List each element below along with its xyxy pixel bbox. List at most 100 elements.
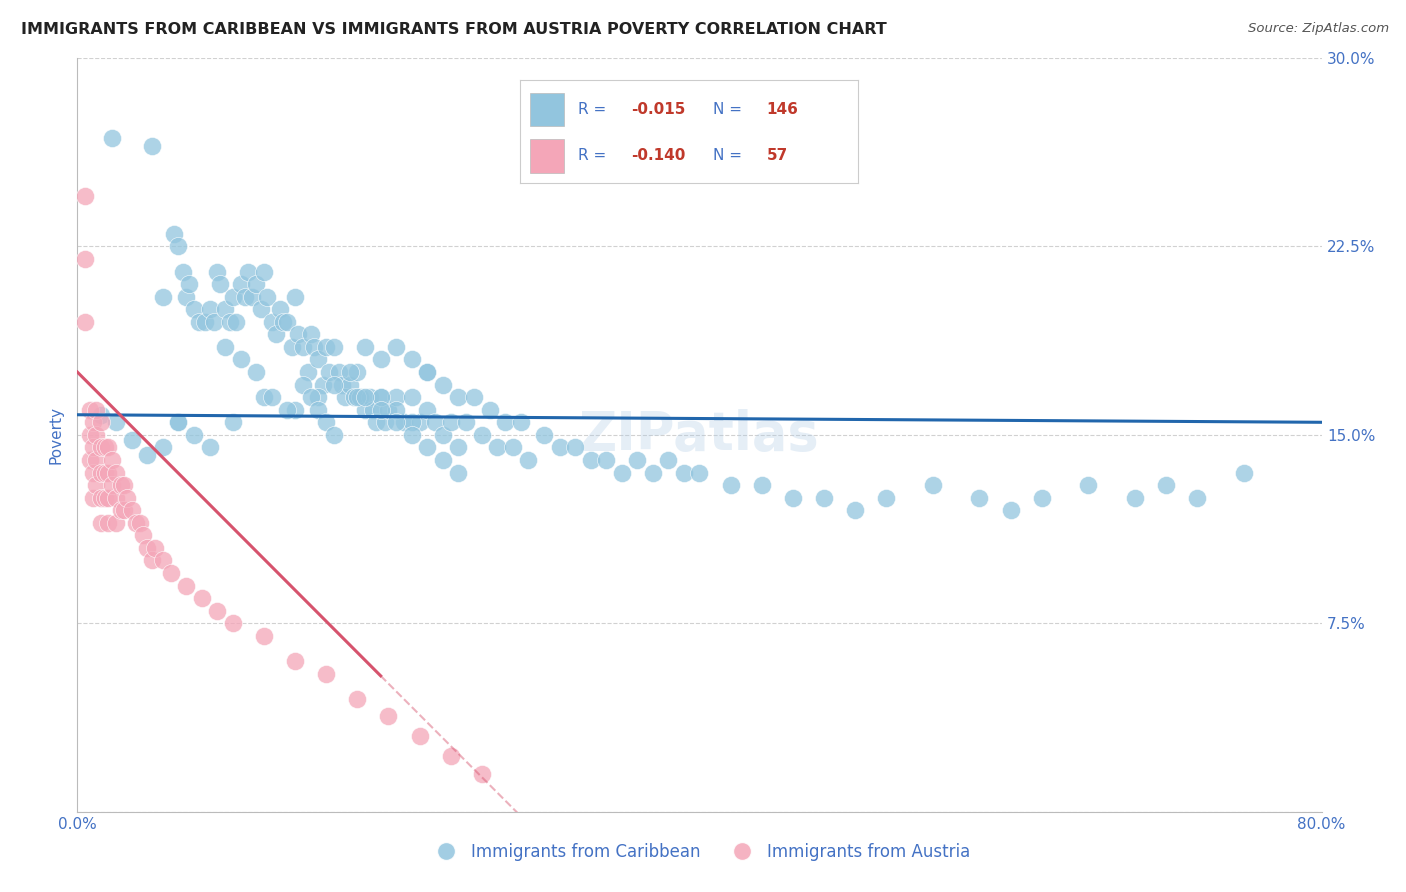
Point — [401, 428, 423, 442]
Point — [921, 478, 943, 492]
Point — [416, 441, 439, 455]
Point — [79, 402, 101, 417]
Point — [720, 478, 742, 492]
Point — [90, 491, 112, 505]
Point — [152, 290, 174, 304]
Point — [626, 453, 648, 467]
Point — [339, 377, 361, 392]
Point — [90, 516, 112, 530]
Point — [233, 290, 256, 304]
Point — [260, 390, 283, 404]
Point — [672, 466, 695, 480]
Point — [256, 290, 278, 304]
Point — [1031, 491, 1053, 505]
Point — [564, 441, 586, 455]
Point — [610, 466, 633, 480]
Point — [105, 415, 128, 429]
Point — [307, 402, 329, 417]
Point — [97, 466, 120, 480]
Point — [346, 691, 368, 706]
Point — [579, 453, 602, 467]
Point — [84, 453, 107, 467]
Point — [271, 315, 294, 329]
Point — [94, 466, 117, 480]
Point — [82, 441, 104, 455]
Point — [354, 402, 377, 417]
Point — [131, 528, 153, 542]
Point — [222, 616, 245, 631]
Point — [238, 264, 260, 278]
Point — [299, 390, 322, 404]
Point — [370, 402, 392, 417]
Point — [94, 491, 117, 505]
Point — [100, 453, 122, 467]
Bar — [530, 93, 564, 127]
Text: 146: 146 — [766, 102, 799, 117]
Point — [333, 390, 356, 404]
Point — [401, 352, 423, 367]
Point — [813, 491, 835, 505]
Point — [75, 189, 97, 203]
Point — [174, 290, 197, 304]
Point — [202, 315, 225, 329]
Point — [385, 415, 408, 429]
Point — [595, 453, 617, 467]
Point — [112, 503, 135, 517]
Point — [191, 591, 214, 606]
Point — [84, 402, 107, 417]
Point — [370, 390, 392, 404]
Point — [486, 441, 509, 455]
Point — [253, 629, 276, 643]
Text: N =: N = — [713, 148, 747, 162]
Point — [875, 491, 897, 505]
Point — [1187, 491, 1209, 505]
Point — [312, 377, 335, 392]
Point — [79, 428, 101, 442]
Point — [447, 390, 470, 404]
Point — [423, 415, 446, 429]
Point — [110, 503, 132, 517]
Point — [1154, 478, 1177, 492]
Point — [447, 466, 470, 480]
Point — [207, 264, 229, 278]
Point — [782, 491, 804, 505]
Point — [463, 390, 485, 404]
Text: IMMIGRANTS FROM CARIBBEAN VS IMMIGRANTS FROM AUSTRIA POVERTY CORRELATION CHART: IMMIGRANTS FROM CARIBBEAN VS IMMIGRANTS … — [21, 22, 887, 37]
Point — [359, 390, 381, 404]
Point — [90, 408, 112, 422]
Point — [339, 365, 361, 379]
Point — [401, 415, 423, 429]
Point — [440, 749, 463, 764]
Point — [330, 377, 353, 392]
Point — [100, 131, 122, 145]
Point — [187, 315, 209, 329]
Point — [97, 491, 120, 505]
Point — [222, 290, 245, 304]
Point — [75, 315, 97, 329]
Point — [152, 553, 174, 567]
Point — [214, 302, 236, 317]
Point — [641, 466, 664, 480]
Point — [82, 491, 104, 505]
Point — [172, 264, 194, 278]
Point — [471, 767, 494, 781]
Point — [245, 277, 267, 292]
Point — [82, 415, 104, 429]
Point — [253, 390, 276, 404]
Point — [284, 402, 307, 417]
Point — [125, 516, 148, 530]
Point — [432, 377, 454, 392]
Text: R =: R = — [578, 102, 610, 117]
Point — [354, 390, 377, 404]
Point — [432, 453, 454, 467]
Point — [229, 277, 252, 292]
Point — [245, 365, 267, 379]
Point — [302, 340, 325, 354]
Point — [315, 666, 337, 681]
Point — [517, 453, 540, 467]
Point — [401, 390, 423, 404]
Point — [385, 390, 408, 404]
Point — [377, 402, 399, 417]
Point — [97, 441, 120, 455]
Point — [385, 340, 408, 354]
